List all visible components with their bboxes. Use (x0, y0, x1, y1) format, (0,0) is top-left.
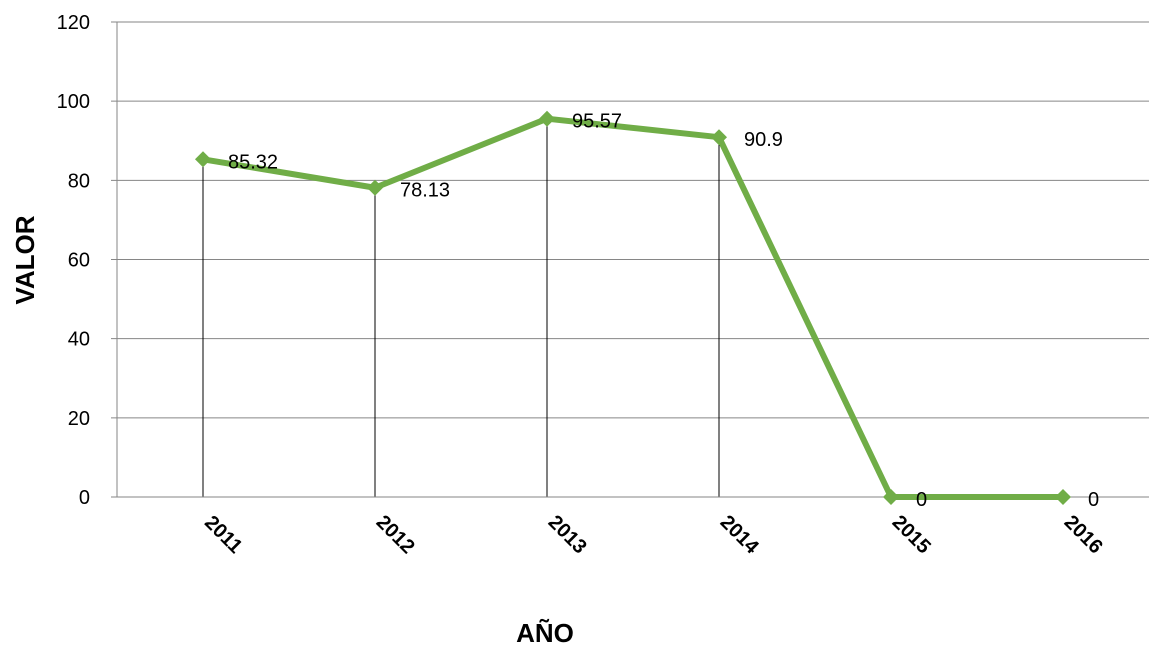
y-tick-label: 0 (79, 487, 90, 509)
data-label: 95.57 (572, 111, 622, 133)
x-axis-ticks: 2011 2012 2013 2014 2015 2016 (200, 511, 1107, 559)
y-axis-ticks: 0 20 40 60 80 100 120 (57, 12, 90, 509)
data-labels: 85.32 78.13 95.57 90.9 0 0 (228, 111, 1099, 511)
x-tick-label: 2014 (716, 511, 764, 559)
data-point-marker (539, 110, 555, 127)
gridlines (111, 21, 1149, 498)
y-tick-label: 120 (57, 12, 90, 34)
x-tick-label: 2013 (544, 511, 591, 558)
data-label: 90.9 (744, 129, 783, 151)
data-point-marker (711, 129, 727, 146)
series-line (200, 115, 1066, 500)
data-label: 0 (1088, 489, 1099, 511)
data-point-marker (1055, 489, 1071, 505)
data-point-marker (883, 489, 899, 505)
y-tick-label: 20 (68, 408, 90, 430)
data-label: 0 (916, 489, 927, 511)
y-tick-label: 40 (68, 329, 90, 351)
data-label: 85.32 (228, 151, 278, 173)
y-axis-title: VALOR (10, 215, 40, 304)
data-point-marker (367, 179, 383, 196)
series-markers (195, 110, 1071, 505)
series-group (200, 115, 1066, 500)
x-tick-label: 2016 (1060, 511, 1107, 558)
y-tick-label: 80 (68, 170, 90, 192)
x-axis-title: AÑO (516, 618, 574, 646)
y-tick-label: 60 (68, 250, 90, 272)
x-tick-label: 2011 (200, 512, 246, 558)
data-point-marker (195, 151, 211, 168)
y-tick-label: 100 (57, 91, 90, 113)
drop-lines (202, 118, 720, 497)
data-label: 78.13 (400, 180, 450, 202)
x-tick-label: 2015 (888, 511, 935, 558)
x-tick-label: 2012 (372, 511, 419, 558)
